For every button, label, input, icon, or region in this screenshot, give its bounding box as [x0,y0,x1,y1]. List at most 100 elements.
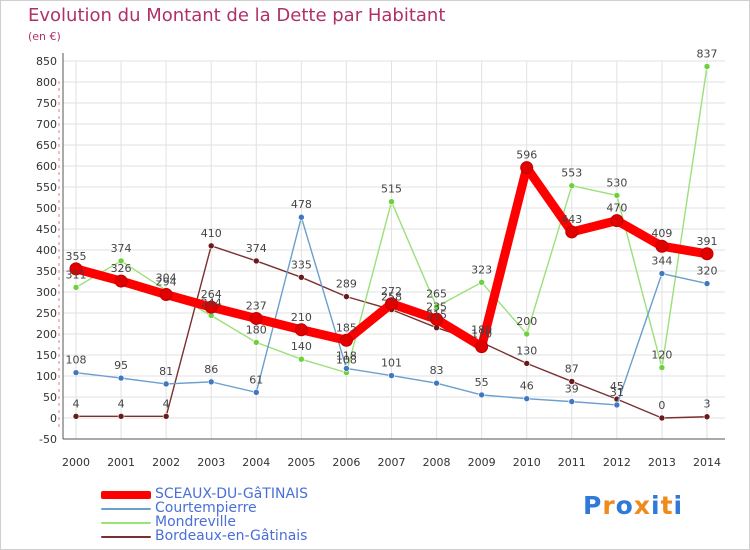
data-label: 596 [516,149,537,162]
data-point [658,364,666,371]
data-point [207,242,215,250]
data-point [252,257,260,265]
logo-letter: i [673,491,684,520]
x-tick-label: 2012 [603,456,631,469]
data-label: 837 [697,47,718,60]
data-point [658,270,666,277]
data-point [204,300,218,314]
y-tick-label: 250 [36,307,57,320]
data-point [475,340,489,354]
data-point [117,257,125,265]
data-point [252,339,260,346]
logo-letter: t [660,491,674,520]
legend-label-courtempierre: Courtempierre [155,500,257,516]
data-point [298,355,305,363]
logo-letter: i [651,491,661,520]
data-point [162,380,170,388]
data-label: 294 [156,276,177,289]
legend-swatch-sceaux [101,491,151,499]
data-point [613,401,621,409]
data-label: 39 [565,383,579,396]
data-label: 235 [426,300,447,313]
y-tick-label: 750 [36,97,57,110]
data-point [294,323,308,337]
legend-swatch-courtempierre [101,508,151,510]
data-label: 344 [651,255,672,268]
legend-label-sceaux: SCEAUX-DU-GâTINAIS [155,486,309,502]
x-tick-label: 2009 [468,456,496,469]
data-point [478,391,485,399]
data-label: 265 [426,288,447,301]
data-point [388,372,395,379]
y-tick-label: -50 [39,433,57,446]
data-point [249,311,263,325]
y-tick-label: 350 [36,265,57,278]
data-point [430,312,444,326]
logo-letter: o [615,491,634,520]
data-point [69,262,83,276]
data-point [610,214,624,228]
data-point [388,198,395,205]
data-point [523,330,531,338]
y-tick-label: 50 [43,391,57,404]
data-point [703,63,711,70]
y-tick-label: 450 [36,223,57,236]
legend-label-bordeaux: Bordeaux-en-Gâtinais [155,528,308,544]
x-tick-label: 2014 [693,456,721,469]
data-label: 4 [163,397,170,410]
x-tick-label: 2000 [62,456,90,469]
legend-item-sceaux: SCEAUX-DU-GâTINAIS [101,486,401,503]
data-point [385,297,398,311]
x-tick-label: 2003 [197,456,225,469]
data-point [162,413,170,420]
legend-swatch-mondreville [101,522,151,524]
data-label: 180 [246,323,267,336]
data-label: 470 [606,202,627,215]
data-label: 55 [475,376,489,389]
data-label: 374 [246,242,267,255]
y-tick-label: 800 [36,76,57,89]
grid-layer [63,60,725,440]
data-label: 289 [336,278,357,291]
data-label: 108 [336,354,357,367]
proxiti-logo: Proxiti [583,491,683,520]
data-point [298,213,305,221]
legend-label-mondreville: Mondreville [155,514,237,530]
data-point [703,413,711,421]
data-point [433,303,440,311]
legend-swatch-bordeaux [101,536,151,538]
data-label: 101 [381,357,402,370]
data-point [523,360,531,367]
data-label: 272 [381,285,402,298]
data-label: 553 [561,167,582,180]
x-tick-label: 2004 [242,456,270,469]
data-label: 3 [704,398,711,411]
data-label: 258 [381,291,402,304]
y-tick-label: 300 [36,286,57,299]
data-label: 320 [697,265,718,278]
x-tick-label: 2007 [378,456,406,469]
data-label: 311 [66,268,87,281]
y-tick-label: 850 [36,55,57,68]
data-label: 530 [606,176,627,189]
data-point [520,161,534,175]
data-label: 515 [381,183,402,196]
data-label: 215 [426,309,447,322]
y-tick-label: 700 [36,118,57,131]
data-point [72,369,80,376]
data-label: 409 [651,227,672,240]
chart-unit-label: (en €) [28,30,61,43]
data-point [568,182,576,190]
data-label: 304 [156,271,177,284]
data-label: 45 [610,380,624,393]
data-label: 264 [201,288,222,301]
data-point [72,413,80,420]
data-label: 61 [249,373,263,386]
legend-item-courtempierre: Courtempierre [101,500,401,517]
data-label: 355 [66,250,87,263]
data-label: 443 [561,213,582,226]
data-point [114,274,128,288]
data-point [658,414,666,422]
